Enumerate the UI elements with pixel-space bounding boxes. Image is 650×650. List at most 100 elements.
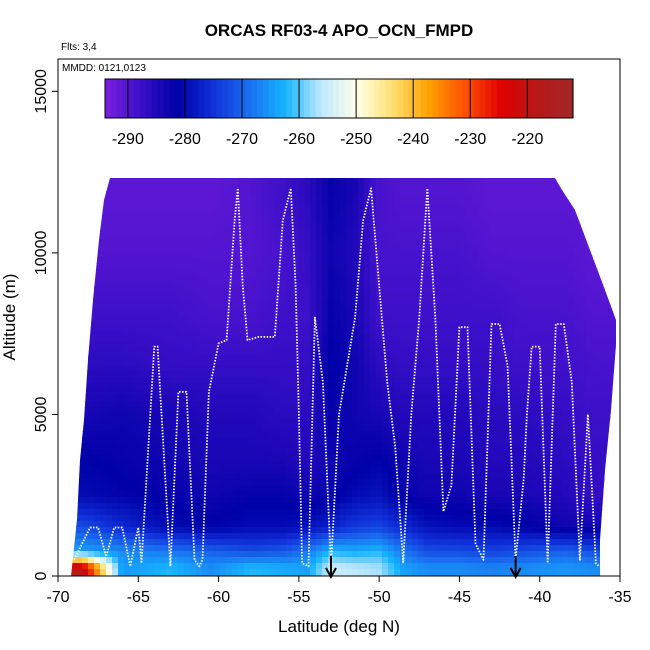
- heatmap-cell: [64, 233, 71, 240]
- heatmap-cell: [100, 125, 107, 132]
- heatmap-cell: [142, 203, 149, 210]
- heatmap-cell: [166, 221, 173, 228]
- heatmap-cell: [208, 359, 215, 366]
- heatmap-cell: [358, 563, 365, 570]
- heatmap-cell: [280, 299, 287, 306]
- heatmap-cell: [208, 473, 215, 480]
- heatmap-cell: [352, 479, 359, 486]
- heatmap-cell: [322, 551, 329, 558]
- heatmap-cell: [130, 503, 137, 510]
- heatmap-cell: [244, 377, 251, 384]
- heatmap-cell: [154, 395, 161, 402]
- heatmap-cell: [142, 251, 149, 258]
- heatmap-cell: [76, 533, 83, 540]
- heatmap-cell: [178, 419, 185, 426]
- heatmap-cell: [250, 257, 257, 264]
- heatmap-cell: [244, 479, 251, 486]
- heatmap-cell: [262, 383, 269, 390]
- heatmap-cell: [298, 305, 305, 312]
- heatmap-cell: [292, 197, 299, 204]
- heatmap-cell: [226, 155, 233, 162]
- heatmap-cell: [346, 551, 353, 558]
- heatmap-cell: [340, 311, 347, 318]
- heatmap-cell: [232, 443, 239, 450]
- heatmap-cell: [364, 65, 371, 72]
- heatmap-cell: [232, 221, 239, 228]
- heatmap-cell: [160, 178, 167, 180]
- heatmap-cell: [328, 221, 335, 228]
- heatmap-cell: [298, 197, 305, 204]
- heatmap-cell: [214, 65, 221, 72]
- heatmap-cell: [208, 269, 215, 276]
- heatmap-cell: [310, 467, 317, 474]
- heatmap-cell: [358, 437, 365, 444]
- heatmap-cell: [106, 239, 113, 246]
- heatmap-cell: [148, 407, 155, 414]
- heatmap-cell: [71, 413, 77, 420]
- heatmap-cell: [358, 179, 365, 186]
- heatmap-cell: [334, 161, 341, 168]
- heatmap-cell: [58, 275, 65, 282]
- heatmap-cell: [190, 455, 197, 462]
- heatmap-cell: [160, 185, 167, 192]
- heatmap-cell: [130, 479, 137, 486]
- heatmap-cell: [298, 557, 305, 564]
- heatmap-cell: [130, 407, 137, 414]
- heatmap-cell: [304, 167, 311, 174]
- heatmap-cell: [274, 461, 281, 468]
- heatmap-cell: [184, 479, 191, 486]
- heatmap-cell: [124, 311, 131, 318]
- heatmap-cell: [94, 113, 101, 120]
- heatmap-cell: [94, 125, 101, 132]
- heatmap-cell: [154, 443, 161, 450]
- heatmap-cell: [280, 233, 287, 240]
- heatmap-cell: [64, 515, 71, 522]
- heatmap-cell: [328, 215, 335, 222]
- heatmap-cell: [154, 311, 161, 318]
- heatmap-cell: [358, 119, 365, 126]
- heatmap-cell: [274, 215, 281, 222]
- heatmap-cell: [376, 329, 383, 336]
- heatmap-cell: [394, 443, 401, 450]
- heatmap-cell: [304, 233, 311, 240]
- heatmap-cell: [388, 245, 395, 252]
- heatmap-cell: [394, 59, 401, 66]
- heatmap-cell: [334, 347, 341, 354]
- heatmap-cell: [322, 275, 329, 282]
- heatmap-cell: [340, 281, 347, 288]
- heatmap-cell: [214, 59, 221, 66]
- heatmap-cell: [376, 365, 383, 372]
- heatmap-cell: [250, 233, 257, 240]
- heatmap-cell: [112, 353, 119, 360]
- heatmap-cell: [316, 215, 323, 222]
- heatmap-cell: [136, 353, 143, 360]
- heatmap-cell: [286, 515, 293, 522]
- heatmap-cell: [106, 377, 113, 384]
- heatmap-cell: [274, 178, 281, 180]
- heatmap-cell: [268, 293, 275, 300]
- heatmap-cell: [172, 431, 179, 438]
- heatmap-cell: [160, 293, 167, 300]
- heatmap-cell: [376, 359, 383, 366]
- heatmap-cell: [160, 509, 167, 516]
- heatmap-cell: [298, 497, 305, 504]
- heatmap-cell: [328, 323, 335, 330]
- heatmap-cell: [244, 191, 251, 198]
- heatmap-cell: [238, 251, 245, 258]
- heatmap-cell: [154, 359, 161, 366]
- heatmap-cell: [244, 539, 251, 546]
- heatmap-cell: [250, 287, 257, 294]
- heatmap-cell: [58, 233, 65, 240]
- heatmap-cell: [178, 149, 185, 156]
- heatmap-cell: [256, 227, 263, 234]
- heatmap-cell: [340, 545, 347, 552]
- heatmap-cell: [346, 155, 353, 162]
- heatmap-cell: [172, 341, 179, 348]
- heatmap-cell: [388, 467, 395, 474]
- heatmap-cell: [400, 203, 407, 210]
- heatmap-cell: [340, 437, 347, 444]
- heatmap-cell: [100, 407, 107, 414]
- heatmap-cell: [310, 287, 317, 294]
- heatmap-cell: [106, 191, 113, 198]
- heatmap-cell: [112, 221, 119, 228]
